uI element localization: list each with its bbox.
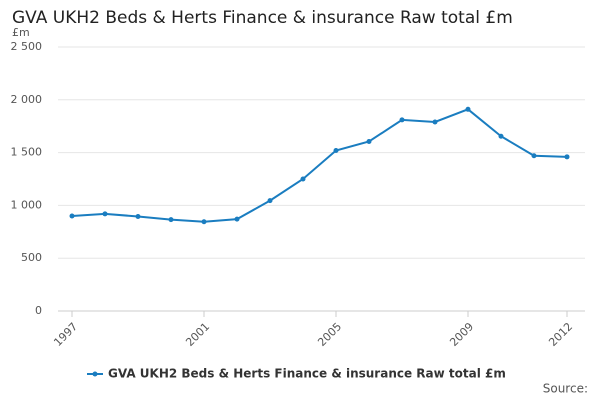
- point: [498, 133, 504, 139]
- y-tick-label: 1 000: [11, 198, 43, 211]
- line: [71, 108, 568, 223]
- point: [300, 176, 306, 182]
- x-tick-label: 2005: [315, 320, 344, 349]
- point: [135, 213, 141, 219]
- point: [564, 154, 570, 160]
- y-tick-label: 500: [21, 251, 42, 264]
- point: [465, 106, 471, 112]
- point: [432, 119, 438, 125]
- point: [366, 139, 372, 145]
- y-tick-label: 2 000: [11, 93, 43, 106]
- point: [69, 213, 75, 219]
- source: Source:: [543, 382, 588, 396]
- x-tick-label: 1997: [51, 320, 80, 349]
- point: [168, 217, 174, 223]
- legend-marker: [92, 371, 98, 377]
- point: [333, 147, 339, 153]
- point: [531, 153, 537, 159]
- point: [102, 211, 108, 217]
- point: [267, 198, 273, 204]
- y-unit: £m: [12, 26, 30, 39]
- chart-title: GVA UKH2 Beds & Herts Finance & insuranc…: [12, 8, 513, 28]
- y-tick-label: 2 500: [11, 40, 43, 53]
- x-tick-label: 2012: [546, 320, 575, 349]
- point: [399, 117, 405, 123]
- point: [201, 219, 207, 225]
- legend-label: GVA UKH2 Beds & Herts Finance & insuranc…: [108, 367, 506, 381]
- x-tick-label: 2009: [447, 320, 476, 349]
- y-tick-label: 0: [35, 304, 42, 317]
- x-tick-label: 2001: [183, 320, 212, 349]
- y-tick-label: 1 500: [11, 146, 43, 159]
- point: [234, 216, 240, 222]
